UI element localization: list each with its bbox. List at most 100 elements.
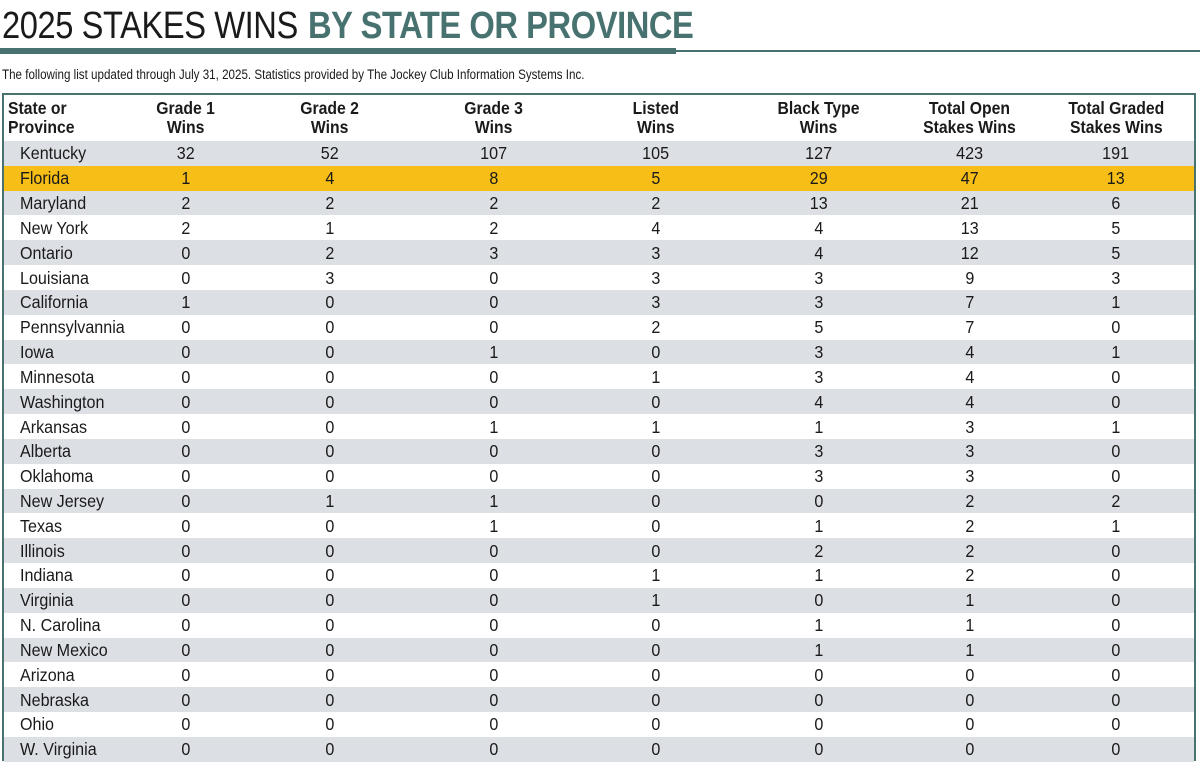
column-header-line1: State or	[8, 98, 67, 118]
state-cell: Washington	[4, 389, 124, 415]
cell-value: 2	[651, 193, 660, 214]
cell-value: 0	[1111, 664, 1121, 685]
cell-value: 0	[1111, 466, 1121, 487]
cell-value: 0	[181, 714, 190, 735]
value-cell: 5	[1038, 240, 1194, 266]
state-name: Louisiana	[20, 267, 89, 288]
value-cell: 1	[575, 563, 736, 588]
state-cell: New Jersey	[4, 488, 124, 514]
value-cell: 0	[736, 687, 901, 713]
value-cell: 0	[1038, 637, 1194, 663]
value-cell: 0	[1038, 736, 1194, 762]
title-light: 2025 STAKES WINS	[2, 5, 298, 47]
title-block: 2025 STAKES WINS BY STATE OR PROVINCE	[0, 0, 1200, 54]
cell-value: 4	[325, 168, 334, 189]
value-cell: 2	[901, 488, 1038, 514]
column-header-line1: Grade 1	[156, 98, 215, 118]
cell-value: 1	[965, 639, 974, 660]
value-cell: 107	[412, 141, 575, 166]
cell-value: 0	[325, 540, 334, 561]
value-cell: 1	[1038, 414, 1194, 439]
value-cell: 0	[247, 339, 412, 365]
column-header-label: Grade 1 Wins	[156, 99, 215, 137]
state-name: Pennsylvannia	[20, 317, 125, 338]
cell-value: 423	[956, 143, 983, 164]
cell-value: 0	[181, 366, 190, 387]
column-header-line1: Listed	[632, 98, 679, 118]
cell-value: 1	[489, 491, 498, 511]
value-cell: 0	[901, 662, 1038, 688]
value-cell: 3	[736, 339, 901, 365]
value-cell: 8	[412, 165, 575, 191]
cell-value: 1	[1111, 416, 1121, 437]
column-header-label: Grade 2 Wins	[300, 99, 359, 137]
value-cell: 0	[736, 662, 901, 688]
cell-value: 0	[814, 664, 823, 685]
column-header: Grade 2 Wins	[247, 95, 412, 141]
cell-value: 0	[325, 590, 334, 611]
value-cell: 105	[575, 141, 736, 166]
cell-value: 0	[489, 292, 498, 313]
cell-value: 0	[1111, 615, 1121, 636]
cell-value: 0	[489, 267, 498, 288]
table-row: Nebraska 0 0 0 0 0 0 0	[4, 687, 1194, 713]
value-cell: 13	[901, 215, 1038, 241]
cell-value: 0	[814, 739, 823, 760]
value-cell: 0	[124, 687, 247, 713]
cell-value: 0	[181, 515, 190, 536]
cell-value: 0	[651, 689, 660, 710]
value-cell: 0	[1038, 587, 1194, 613]
cell-value: 0	[489, 664, 498, 685]
state-cell: Indiana	[4, 563, 124, 588]
table-row: Arkansas 0 0 1 1 1 3 1	[4, 414, 1194, 439]
table-row: California 1 0 0 3 3 7 1	[4, 289, 1194, 315]
value-cell: 1	[736, 637, 901, 663]
cell-value: 0	[965, 714, 974, 735]
cell-value: 0	[325, 466, 334, 487]
cell-value: 2	[814, 540, 823, 561]
value-cell: 47	[901, 165, 1038, 191]
value-cell: 0	[575, 538, 736, 564]
column-header-label: Grade 3 Wins	[464, 99, 523, 137]
value-cell: 0	[247, 314, 412, 340]
cell-value: 5	[1111, 242, 1121, 263]
state-name: Arizona	[20, 664, 75, 685]
column-header: Listed Wins	[575, 95, 736, 141]
cell-value: 1	[814, 615, 823, 636]
value-cell: 0	[1038, 563, 1194, 588]
value-cell: 1	[412, 339, 575, 365]
cell-value: 0	[181, 540, 190, 561]
value-cell: 5	[1038, 215, 1194, 241]
column-header-line2: Wins	[310, 117, 349, 137]
cell-value: 0	[1111, 739, 1121, 760]
cell-value: 13	[960, 217, 979, 238]
state-name: Virginia	[20, 590, 74, 611]
cell-value: 0	[489, 366, 498, 387]
value-cell: 3	[575, 265, 736, 290]
cell-value: 7	[965, 292, 974, 313]
value-cell: 0	[247, 587, 412, 613]
cell-value: 0	[325, 391, 334, 412]
subtitle: The following list updated through July …	[2, 67, 585, 82]
cell-value: 0	[325, 342, 334, 363]
cell-value: 0	[651, 515, 660, 536]
value-cell: 1	[412, 513, 575, 539]
value-cell: 0	[247, 389, 412, 415]
cell-value: 3	[814, 342, 823, 363]
state-name: Texas	[20, 515, 63, 536]
state-cell: Ohio	[4, 712, 124, 737]
cell-value: 1	[651, 590, 660, 611]
cell-value: 1	[489, 342, 498, 363]
value-cell: 5	[736, 314, 901, 340]
value-cell: 7	[901, 289, 1038, 315]
cell-value: 0	[489, 540, 498, 561]
cell-value: 4	[814, 242, 823, 263]
value-cell: 0	[247, 687, 412, 713]
column-header-line2: Province	[8, 117, 75, 137]
value-cell: 0	[247, 563, 412, 588]
table-row: W. Virginia 0 0 0 0 0 0 0	[4, 736, 1194, 762]
table-header-row: State or Province Grade 1 Wins Grade 2 Wins Gr…	[4, 95, 1194, 141]
cell-value: 2	[181, 193, 190, 214]
cell-value: 0	[965, 739, 974, 760]
value-cell: 2	[247, 240, 412, 266]
